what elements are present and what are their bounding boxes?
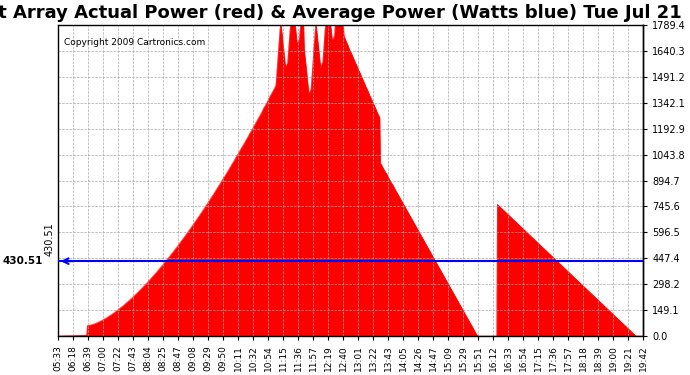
Text: 430.51: 430.51 — [3, 256, 43, 266]
Text: Copyright 2009 Cartronics.com: Copyright 2009 Cartronics.com — [63, 38, 205, 46]
Text: 430.51: 430.51 — [44, 222, 54, 256]
Title: West Array Actual Power (red) & Average Power (Watts blue) Tue Jul 21 19:52: West Array Actual Power (red) & Average … — [0, 4, 690, 22]
